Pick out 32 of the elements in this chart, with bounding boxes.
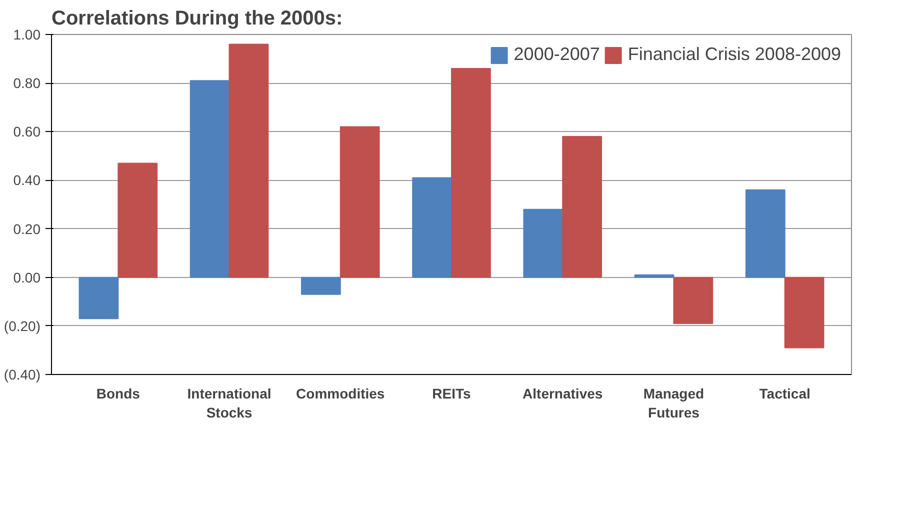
y-tick-label: (0.20): [4, 318, 41, 334]
chart-title: Correlations During the 2000s:: [52, 8, 343, 30]
y-tick-label: 0.80: [13, 75, 41, 92]
bar: [78, 276, 119, 320]
legend-label: 2000-2007: [514, 44, 600, 65]
x-tick-label: Bonds: [96, 386, 140, 402]
bar: [190, 80, 230, 278]
x-tick-label: Alternatives: [522, 386, 603, 402]
legend-label: Financial Crisis 2008-2009: [628, 44, 841, 65]
x-tick-label: Commodities: [296, 386, 385, 402]
x-tick-label: Tactical: [759, 386, 810, 402]
x-tick-label: International Stocks: [187, 386, 272, 421]
bar: [523, 208, 564, 278]
x-tick-label: Managed Futures: [643, 386, 704, 421]
bar: [118, 162, 158, 278]
bar: [562, 136, 602, 278]
bar: [412, 177, 452, 278]
y-tick-label: 0.20: [13, 220, 41, 237]
bar: [745, 189, 786, 278]
bar: [784, 276, 824, 348]
bar: [451, 68, 491, 278]
y-tick-label: 0.60: [13, 124, 41, 140]
y-tick-label: (0.40): [4, 366, 41, 382]
bar: [228, 44, 269, 278]
bar: [634, 274, 674, 278]
bar: [673, 276, 714, 324]
bar: [301, 276, 341, 295]
y-tick-label: 0.40: [13, 172, 41, 188]
bar: [340, 126, 380, 278]
y-tick-label: 1.00: [13, 26, 41, 42]
x-tick-label: REITs: [432, 386, 472, 402]
y-tick-label: 0.00: [13, 269, 41, 286]
